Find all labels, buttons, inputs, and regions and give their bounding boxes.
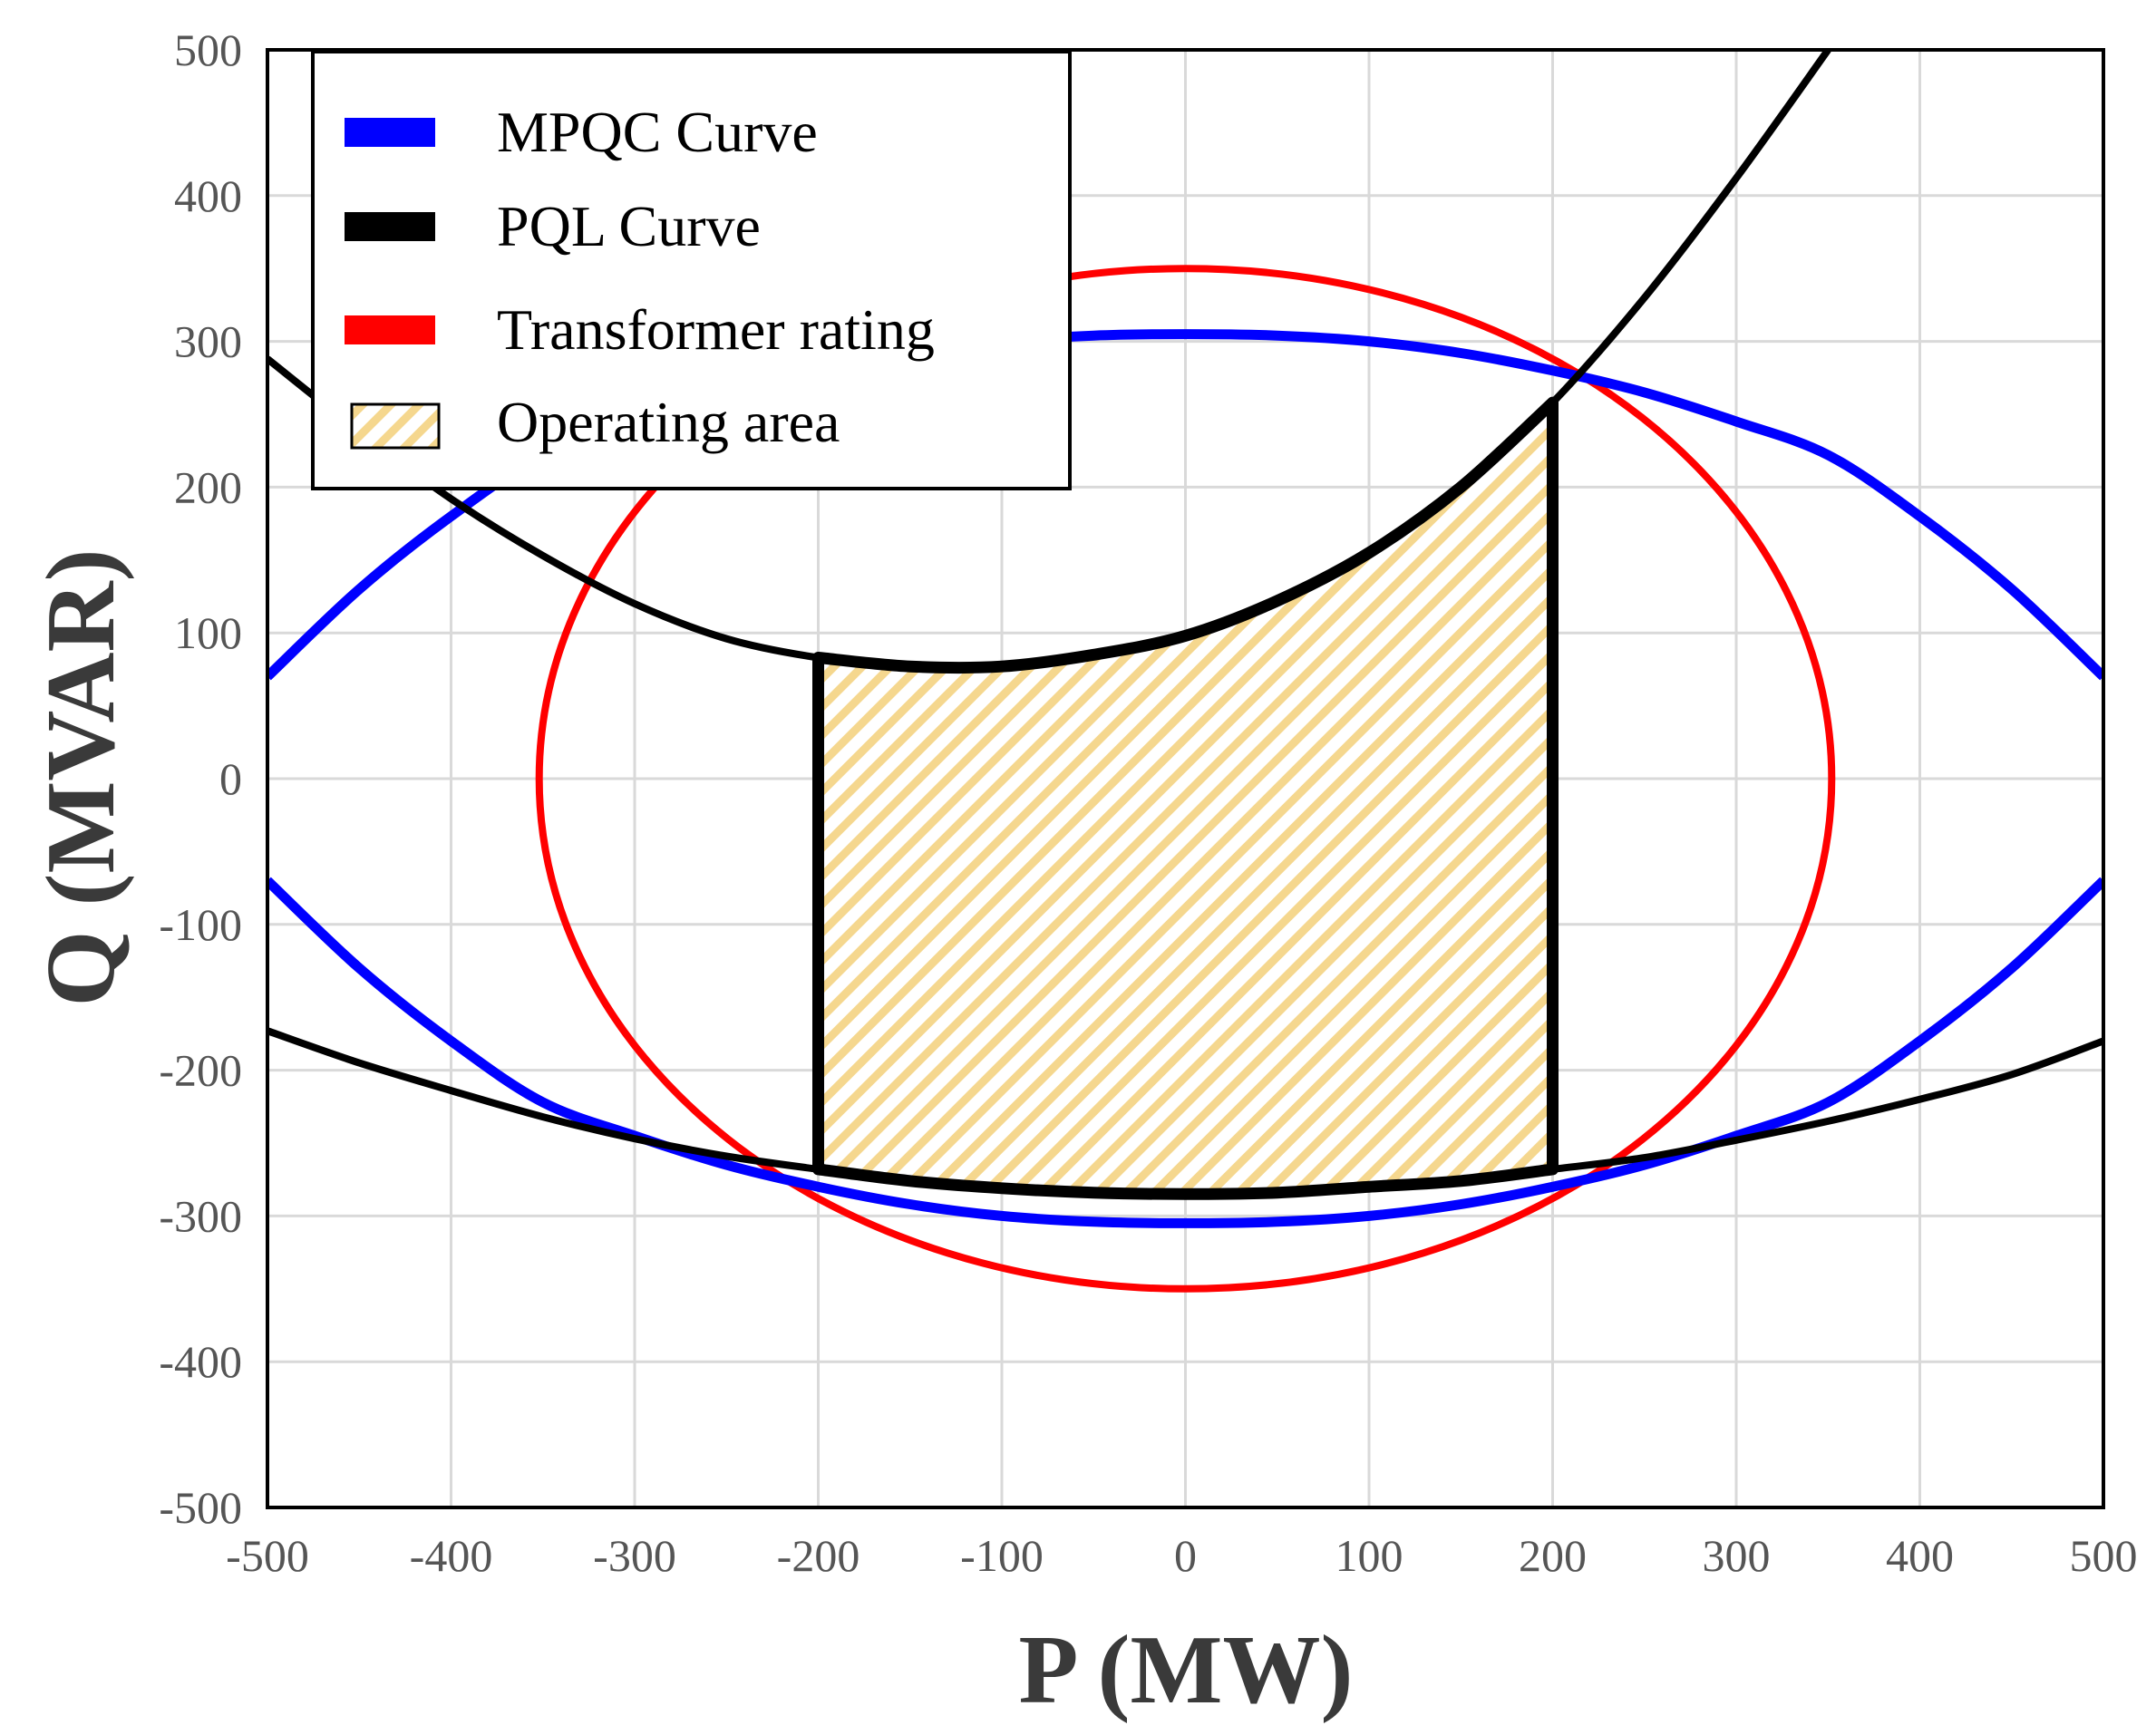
y-tick-label: -300: [159, 1190, 242, 1241]
x-tick-label: 0: [1174, 1530, 1197, 1581]
legend-swatch-mpqc: [345, 118, 435, 147]
transformer-rating-curve: [535, 265, 1836, 1293]
mpqc-curve-lower: [267, 877, 2103, 1228]
plot-frame: [266, 48, 2105, 1509]
y-axis-title: Q (MVAR): [27, 549, 135, 1007]
x-tick-label: -500: [226, 1530, 309, 1581]
y-tick-label: -400: [159, 1336, 242, 1387]
legend-label-pql: PQL Curve: [497, 194, 761, 258]
y-tick-label: -500: [159, 1482, 242, 1533]
legend-swatch-pql: [345, 212, 435, 241]
y-tick-label: -100: [159, 899, 242, 950]
x-tick-label: -100: [960, 1530, 1044, 1581]
legend-label-operating-area: Operating area: [497, 390, 840, 454]
x-tick-label: -200: [777, 1530, 860, 1581]
legend-label-transformer: Transformer rating: [497, 297, 935, 362]
y-tick-label: 400: [174, 170, 242, 221]
x-tick-label: -300: [593, 1530, 676, 1581]
pql-curve-upper: [267, 50, 1831, 672]
y-tick-label: 500: [174, 24, 242, 75]
x-tick-label: 100: [1335, 1530, 1403, 1581]
pql-curve-lower: [267, 1027, 2103, 1198]
y-tick-label: 0: [219, 753, 242, 804]
y-tick-label: 100: [174, 607, 242, 658]
y-tick-label: -200: [159, 1045, 242, 1096]
legend-label-mpqc: MPQC Curve: [497, 100, 818, 164]
legend-swatch-transformer: [345, 315, 435, 344]
x-tick-label: -400: [410, 1530, 493, 1581]
x-axis-title: P (MW): [1019, 1616, 1354, 1724]
y-tick-label: 200: [174, 461, 242, 512]
tick-labels: -500 -400 -300 -200 -100 0 100 200 300 400 500 -500…: [159, 24, 2137, 1581]
legend-swatch-operating-area: [350, 402, 441, 450]
x-tick-label: 500: [2070, 1530, 2138, 1581]
y-tick-label: 300: [174, 316, 242, 367]
legend: MPQC Curve PQL Curve Transformer rating …: [311, 50, 1072, 490]
x-tick-label: 200: [1519, 1530, 1587, 1581]
x-tick-label: 400: [1886, 1530, 1954, 1581]
x-tick-label: 300: [1703, 1530, 1771, 1581]
